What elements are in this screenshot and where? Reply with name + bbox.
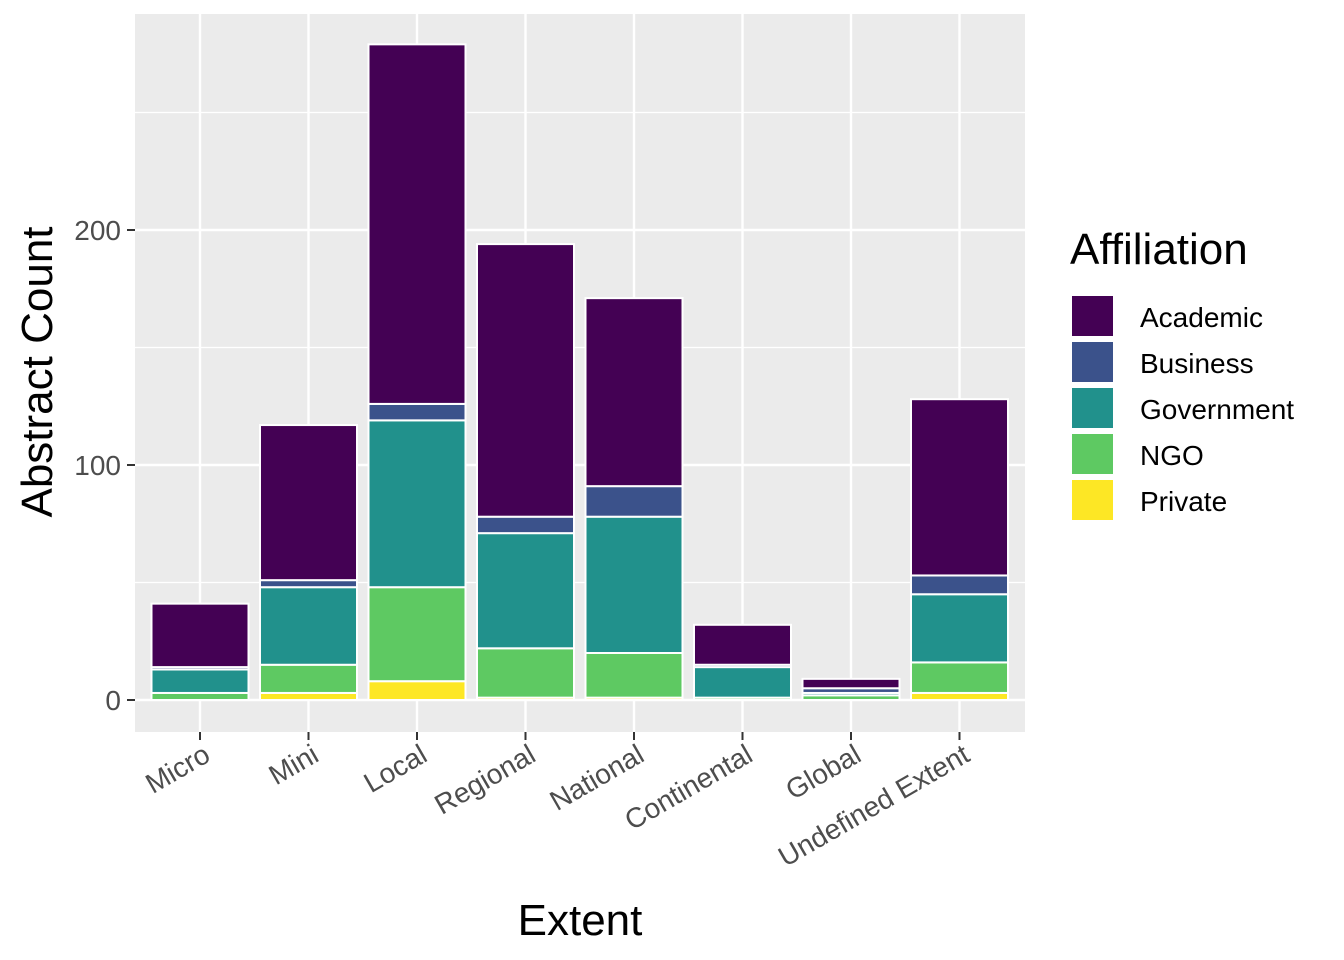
bar-segment-micro-academic [150, 602, 250, 669]
bar-segment-regional-business [476, 515, 575, 535]
legend-label-business: Business [1140, 348, 1254, 379]
x-tick-label-global: Global [780, 738, 866, 805]
bar-segment-continental-government [693, 666, 792, 699]
bar-segment-mini-academic [259, 424, 358, 582]
bar-segment-local-private [367, 680, 467, 702]
bar-segment-continental-academic [693, 623, 792, 666]
bar-segment-undefined-extent-ngo [910, 661, 1009, 694]
legend-key-ngo [1072, 434, 1113, 474]
bar-segment-undefined-extent-business [910, 574, 1009, 596]
bar-segment-national-government [584, 515, 684, 655]
bar-segment-regional-government [476, 532, 575, 650]
legend-key-business [1072, 342, 1113, 382]
y-axis-title: Abstract Count [13, 226, 62, 517]
bar-segment-local-government [367, 419, 467, 589]
bar-segment-local-academic [367, 43, 467, 405]
legend-key-government [1072, 388, 1113, 428]
bar-segment-micro-ngo [150, 691, 250, 702]
legend-label-government: Government [1140, 394, 1294, 425]
y-tick-label: 100 [74, 450, 121, 481]
x-tick-label-undefined-extent: Undefined Extent [773, 738, 975, 872]
bar-segment-mini-government [259, 586, 358, 666]
legend: Affiliation Academic Business Government NG… [1070, 225, 1294, 520]
x-tick-label-mini: Mini [264, 738, 324, 791]
y-tick-label: 0 [105, 685, 121, 716]
legend-title: Affiliation [1070, 225, 1248, 274]
bar-segment-national-ngo [584, 652, 684, 699]
legend-label-academic: Academic [1140, 302, 1263, 333]
bars [150, 43, 1009, 702]
bar-segment-national-business [584, 485, 684, 518]
bar-segment-mini-private [259, 691, 358, 702]
bar-segment-regional-ngo [476, 647, 575, 699]
legend-label-ngo: NGO [1140, 440, 1204, 471]
y-axis: 0 100 200 [74, 215, 135, 716]
bar-segment-local-ngo [367, 586, 467, 683]
bar-segment-undefined-extent-private [910, 691, 1009, 702]
x-tick-label-micro: Micro [140, 738, 215, 799]
bar-segment-mini-business [259, 579, 358, 589]
x-axis-title: Extent [518, 896, 643, 945]
bar-segment-global-academic [801, 677, 901, 690]
legend-key-private [1072, 480, 1113, 520]
bar-segment-micro-government [150, 668, 250, 694]
bar-segment-undefined-extent-government [910, 593, 1009, 664]
legend-label-private: Private [1140, 486, 1227, 517]
x-tick-label-local: Local [359, 738, 432, 798]
bar-segment-national-academic [584, 297, 684, 488]
x-tick-label-regional: Regional [429, 738, 540, 820]
bar-segment-mini-ngo [259, 663, 358, 694]
y-tick-label: 200 [74, 215, 121, 246]
bar-segment-undefined-extent-academic [910, 398, 1009, 577]
bar-segment-local-business [367, 402, 467, 422]
legend-key-academic [1072, 296, 1113, 336]
bar-segment-regional-academic [476, 243, 575, 518]
